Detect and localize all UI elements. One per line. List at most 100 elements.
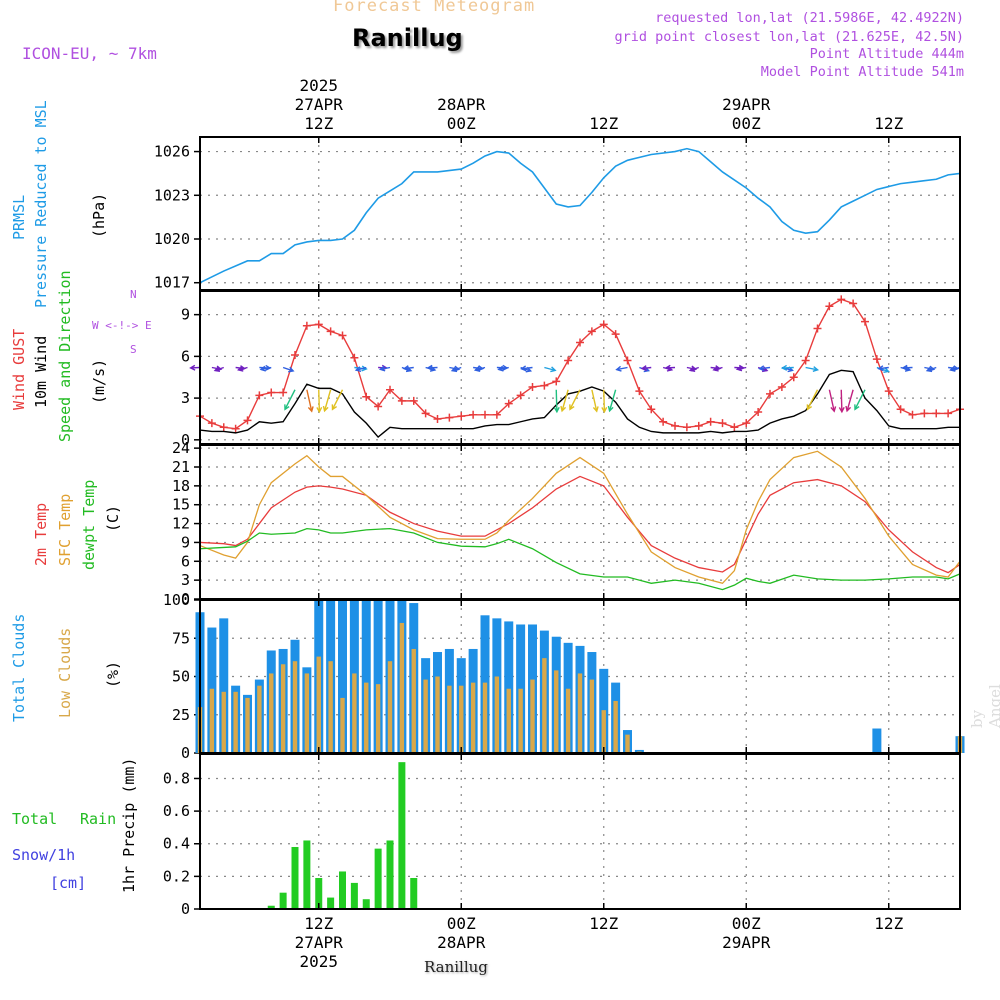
wind-arrow-head	[830, 406, 837, 413]
gust-marker	[445, 413, 454, 422]
low-cloud-bar	[233, 691, 238, 753]
wind-arrow-head	[402, 365, 410, 372]
wind-arrow-head	[592, 406, 599, 413]
total-cloud-bar	[361, 600, 371, 753]
gust-marker	[314, 320, 323, 329]
wind-arrow-head	[601, 406, 608, 414]
y-tick-label: 3	[181, 389, 190, 407]
watermark: by Angel	[968, 684, 1000, 728]
wind-arrow-head	[473, 366, 481, 372]
gust-marker	[267, 388, 276, 397]
y-tick-label: 0	[181, 744, 190, 762]
y-tick-label: 25	[172, 706, 190, 724]
y-tick-label: 0.8	[163, 769, 190, 787]
time-top-label: 2025	[299, 76, 339, 95]
y-tick-label: 12	[172, 515, 190, 533]
wind-arrow	[806, 389, 819, 410]
wind-arrow	[846, 389, 854, 412]
footer-location: Ranillug	[424, 958, 488, 976]
total-cloud-bar	[872, 728, 882, 753]
wind-arrow	[608, 389, 617, 412]
wind-arrow	[690, 366, 699, 372]
wind-arrow	[380, 366, 391, 371]
low-cloud-bar	[375, 684, 381, 753]
location-title: Ranillug	[352, 24, 463, 52]
gust-marker	[789, 373, 798, 382]
wind-arrow	[713, 366, 723, 371]
low-cloud-bar	[411, 648, 416, 753]
model-altitude: Model Point Altitude 541m	[760, 64, 964, 80]
wind-arrow-head	[497, 365, 504, 372]
low-cloud-bar	[316, 656, 321, 753]
low-cloud-bar	[269, 673, 274, 753]
gust-marker	[682, 423, 691, 432]
time-top-label: 28APR	[437, 95, 486, 114]
low-cloud-bar	[470, 682, 476, 753]
gust-marker	[635, 387, 644, 396]
gust-marker	[481, 410, 489, 419]
gust-marker	[207, 419, 216, 428]
gust-marker	[647, 405, 656, 414]
gust-marker	[730, 423, 739, 432]
wind-arrow	[642, 366, 652, 370]
wind-arrow-head	[877, 365, 884, 372]
y-tick-label: 1026	[154, 143, 190, 161]
time-bottom-label: 00Z	[446, 914, 476, 933]
gust-marker	[837, 295, 846, 304]
wind-arrow	[737, 366, 747, 370]
wind-arrow	[260, 366, 272, 371]
wind-arrow	[475, 366, 486, 371]
y-tick-label: 9	[181, 306, 190, 324]
gust-marker	[421, 409, 430, 418]
y-tick-label: 3	[181, 571, 190, 589]
total-cloud-bar	[219, 618, 229, 753]
wind-arrow-head	[316, 406, 323, 414]
wind-arrow	[926, 366, 937, 372]
low-cloud-bar	[542, 658, 547, 753]
y-tick-label: 0.2	[163, 867, 190, 885]
low-cloud-bar	[459, 685, 464, 753]
y-tick-label: 0	[181, 431, 190, 449]
wind-arrow	[603, 389, 606, 412]
gust-marker	[742, 419, 751, 428]
low-cloud-bar	[613, 700, 618, 753]
wind-arrow	[306, 389, 313, 412]
rain-bar	[386, 840, 394, 909]
time-top-label: 29APR	[722, 95, 771, 114]
gust-marker	[457, 412, 466, 421]
product-title: Forecast Meteogram	[333, 0, 536, 16]
low-cloud-bar	[209, 688, 215, 753]
low-cloud-bar	[577, 673, 583, 753]
low-cloud-bar	[364, 682, 369, 753]
low-cloud-bar	[530, 679, 535, 753]
wind-arrow-head	[854, 404, 860, 411]
gust-marker	[754, 408, 763, 417]
low-cloud-bar	[257, 685, 262, 753]
wind-arrow	[498, 366, 509, 371]
wind-arrow	[591, 389, 598, 412]
wind-arrow	[451, 366, 462, 372]
gust-marker	[302, 321, 311, 330]
y-tick-label: 0.4	[163, 835, 190, 853]
gust-marker	[884, 387, 893, 396]
wind-arrow-head	[758, 365, 765, 372]
low-cloud-bar	[304, 673, 310, 753]
rain-bar	[303, 840, 311, 909]
wind-arrow-head	[520, 365, 527, 372]
gust-marker	[326, 327, 335, 336]
wind-arrow-head	[354, 366, 362, 373]
gust-marker	[576, 338, 584, 347]
wind-arrow	[828, 389, 835, 412]
wind-arrow	[323, 389, 332, 412]
y-tick-label: 0	[181, 900, 190, 918]
wind-arrow-head	[259, 365, 267, 372]
temp-sfc-line	[199, 450, 961, 585]
wind-arrow-head	[237, 365, 244, 372]
low-cloud-bar	[482, 682, 488, 753]
gust-marker	[409, 396, 418, 405]
wind-arrow-head	[378, 365, 386, 372]
wind-arrow-head	[806, 404, 813, 411]
time-bottom-label: 29APR	[722, 933, 771, 952]
panel-frame	[199, 290, 961, 445]
low-cloud-bar	[435, 676, 440, 753]
